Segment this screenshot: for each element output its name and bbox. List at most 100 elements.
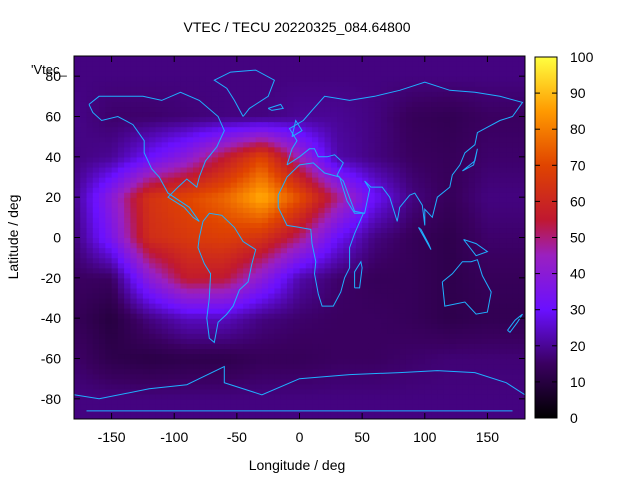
heatmap-cell — [518, 156, 525, 163]
heatmap-cell — [261, 247, 269, 254]
heatmap-cell — [124, 282, 131, 289]
heatmap-cell — [418, 247, 426, 254]
heatmap-cell — [243, 303, 250, 309]
heatmap-cell — [299, 146, 307, 153]
heatmap-cell — [418, 126, 426, 133]
heatmap-cell — [130, 318, 138, 324]
heatmap-cell — [412, 141, 420, 148]
heatmap-cell — [418, 363, 426, 370]
heatmap-cell — [362, 227, 369, 234]
heatmap-cell — [230, 136, 238, 143]
heatmap-cell — [493, 378, 501, 385]
heatmap-cell — [124, 76, 131, 82]
heatmap-cell — [218, 287, 225, 294]
heatmap-cell — [312, 303, 319, 309]
heatmap-cell — [111, 156, 119, 163]
heatmap-cell — [343, 323, 351, 329]
heatmap-cell — [161, 76, 169, 82]
heatmap-cell — [174, 151, 182, 158]
heatmap-cell — [180, 343, 188, 350]
heatmap-cell — [431, 413, 438, 419]
heatmap-cell — [174, 363, 182, 370]
heatmap-cell — [180, 136, 188, 143]
heatmap-cell — [149, 303, 157, 309]
heatmap-cell — [161, 353, 169, 360]
heatmap-cell — [456, 287, 463, 294]
heatmap-cell — [124, 308, 131, 314]
heatmap-cell — [230, 257, 238, 264]
heatmap-cell — [374, 262, 382, 269]
heatmap-cell — [518, 277, 525, 284]
heatmap-cell — [86, 111, 94, 118]
heatmap-cell — [330, 333, 338, 339]
heatmap-cell — [286, 146, 294, 153]
heatmap-cell — [431, 111, 438, 118]
heatmap-cell — [324, 257, 332, 264]
heatmap-cell — [255, 353, 263, 360]
heatmap-cell — [431, 403, 438, 410]
heatmap-cell — [487, 398, 495, 405]
heatmap-cell — [218, 368, 225, 375]
heatmap-cell — [142, 323, 150, 329]
heatmap-cell — [167, 136, 175, 143]
heatmap-cell — [481, 111, 489, 118]
heatmap-cell — [180, 393, 188, 400]
heatmap-cell — [161, 91, 169, 97]
heatmap-cell — [105, 71, 113, 77]
heatmap-cell — [99, 292, 106, 299]
heatmap-cell — [418, 257, 426, 264]
heatmap-cell — [368, 197, 376, 203]
heatmap-cell — [343, 292, 351, 299]
heatmap-cell — [255, 141, 263, 148]
heatmap-cell — [111, 106, 119, 113]
heatmap-cell — [337, 217, 344, 223]
heatmap-cell — [293, 106, 301, 113]
heatmap-cell — [299, 292, 307, 299]
heatmap-cell — [180, 358, 188, 365]
heatmap-cell — [318, 277, 326, 284]
heatmap-cell — [199, 227, 207, 234]
heatmap-cell — [355, 71, 363, 77]
heatmap-cell — [99, 182, 106, 188]
heatmap-cell — [249, 262, 257, 269]
heatmap-cell — [418, 343, 426, 350]
heatmap-cell — [249, 131, 257, 138]
heatmap-cell — [224, 141, 232, 148]
heatmap-cell — [255, 257, 263, 264]
heatmap-cell — [487, 328, 495, 334]
heatmap-cell — [387, 227, 395, 234]
heatmap-cell — [99, 96, 106, 102]
heatmap-cell — [518, 267, 525, 274]
heatmap-cell — [449, 277, 457, 284]
heatmap-cell — [99, 272, 106, 279]
heatmap-cell — [186, 333, 194, 339]
heatmap-cell — [193, 247, 200, 254]
heatmap-cell — [318, 272, 326, 279]
heatmap-cell — [274, 298, 282, 304]
heatmap-cell — [437, 313, 445, 319]
heatmap-cell — [368, 96, 376, 102]
heatmap-cell — [167, 338, 175, 344]
heatmap-cell — [393, 257, 401, 264]
heatmap-cell — [449, 262, 457, 269]
heatmap-cell — [124, 222, 131, 229]
heatmap-cell — [261, 282, 269, 289]
heatmap-cell — [405, 262, 413, 269]
heatmap-cell — [456, 171, 463, 178]
heatmap-cell — [487, 282, 495, 289]
heatmap-cell — [261, 398, 269, 405]
heatmap-cell — [462, 192, 470, 198]
heatmap-cell — [506, 373, 514, 380]
heatmap-cell — [111, 292, 119, 299]
heatmap-cell — [499, 151, 507, 158]
heatmap-cell — [481, 403, 489, 410]
heatmap-cell — [487, 192, 495, 198]
heatmap-cell — [149, 237, 157, 244]
heatmap-cell — [193, 161, 200, 168]
heatmap-cell — [431, 368, 438, 375]
heatmap-cell — [224, 252, 232, 259]
heatmap-cell — [193, 373, 200, 380]
heatmap-cell — [405, 202, 413, 208]
heatmap-cell — [456, 106, 463, 113]
heatmap-cell — [255, 116, 263, 123]
